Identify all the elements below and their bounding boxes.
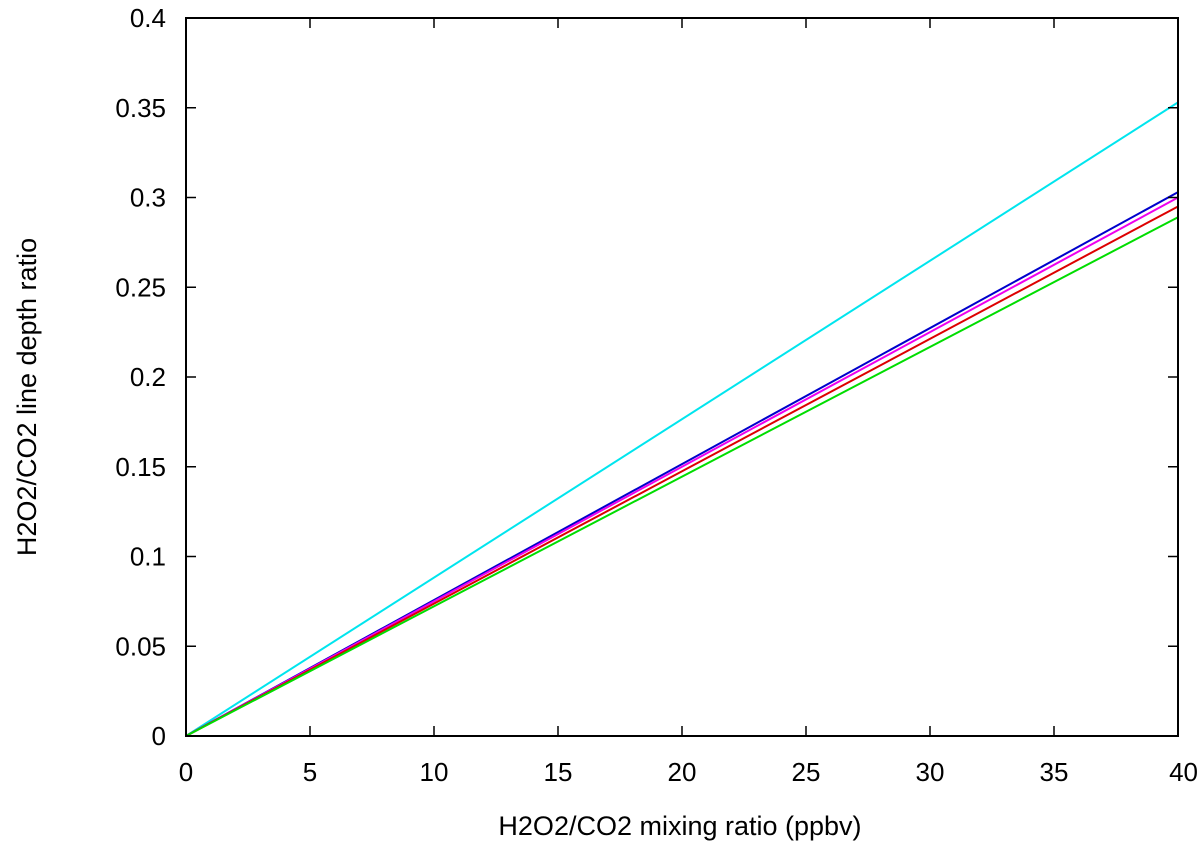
x-tick-label: 20 bbox=[668, 757, 697, 787]
x-tick-label: 40 bbox=[1169, 757, 1198, 787]
x-tick-label: 35 bbox=[1040, 757, 1069, 787]
y-tick-label: 0.3 bbox=[130, 183, 166, 213]
x-axis-label: H2O2/CO2 mixing ratio (ppbv) bbox=[498, 811, 861, 841]
y-tick-label: 0.2 bbox=[130, 362, 166, 392]
series-line-cyan bbox=[185, 101, 1179, 737]
series-layer bbox=[185, 101, 1179, 737]
y-tick-label: 0 bbox=[152, 721, 166, 751]
series-line-green bbox=[185, 216, 1179, 737]
x-tick-label: 25 bbox=[792, 757, 821, 787]
y-tick-labels: 0 0.05 0.1 0.15 0.2 0.25 0.3 0.35 0.4 bbox=[115, 3, 166, 751]
x-tick-label: 0 bbox=[179, 757, 193, 787]
y-axis-label: H2O2/CO2 line depth ratio bbox=[12, 238, 42, 556]
plot-frame bbox=[185, 17, 1179, 737]
tick-layer bbox=[186, 18, 1178, 736]
x-tick-label: 30 bbox=[916, 757, 945, 787]
y-tick-label: 0.05 bbox=[115, 631, 166, 661]
y-tick-label: 0.25 bbox=[115, 272, 166, 302]
x-tick-labels: 0 5 10 15 20 25 30 35 40 bbox=[179, 757, 1198, 787]
y-tick-label: 0.1 bbox=[130, 542, 166, 572]
y-tick-label: 0.15 bbox=[115, 452, 166, 482]
y-tick-label: 0.35 bbox=[115, 93, 166, 123]
series-line-magenta bbox=[185, 196, 1179, 737]
y-tick-label: 0.4 bbox=[130, 3, 166, 33]
x-tick-label: 10 bbox=[420, 757, 449, 787]
series-line-red bbox=[185, 205, 1179, 737]
x-tick-label: 15 bbox=[544, 757, 573, 787]
x-tick-label: 5 bbox=[303, 757, 317, 787]
